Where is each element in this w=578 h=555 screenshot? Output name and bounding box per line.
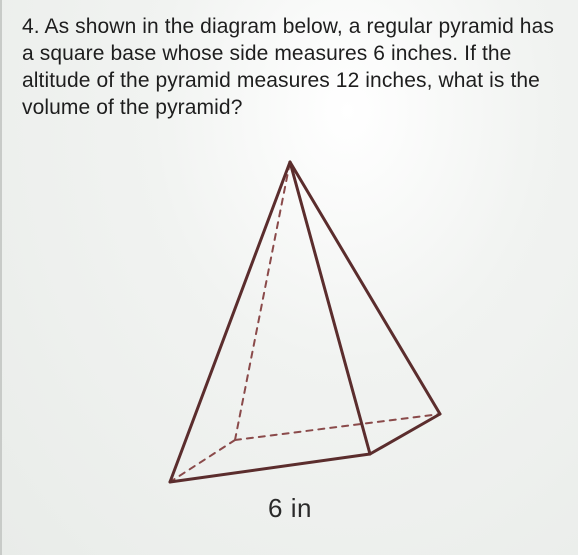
pyramid-diagram bbox=[110, 152, 470, 497]
question-text: 4. As shown in the diagram below, a regu… bbox=[22, 14, 558, 122]
question-body: As shown in the diagram below, a regular… bbox=[22, 15, 554, 119]
problem-page: 4. As shown in the diagram below, a regu… bbox=[0, 0, 578, 555]
question-number: 4. bbox=[22, 15, 40, 38]
diagram-container bbox=[22, 152, 558, 497]
base-label: 6 in bbox=[22, 493, 558, 524]
